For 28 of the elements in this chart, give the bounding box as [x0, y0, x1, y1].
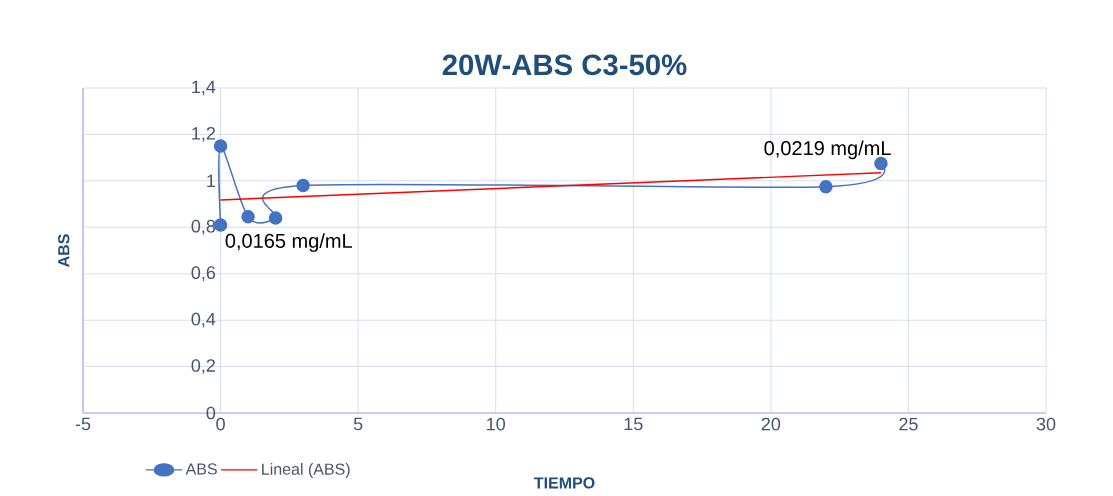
y-axis-title: ABS [58, 234, 70, 267]
x-tick-label: 30 [1036, 417, 1056, 431]
x-tick-label: -5 [75, 417, 91, 431]
point [819, 179, 833, 194]
point [213, 139, 228, 153]
chart-title: 20W-ABS C3-50% [442, 54, 687, 76]
x-tick-label: 15 [624, 417, 643, 431]
x-tick-label: 5 [353, 417, 363, 431]
x-tick-label: 10 [487, 417, 506, 431]
point [296, 178, 310, 193]
y-tick-label: 0,8 [191, 219, 216, 235]
y-tick-label: 0,2 [191, 359, 215, 374]
annotation: 0,0165 mg/mL [225, 233, 352, 252]
y-tick-label: 0,6 [191, 266, 216, 282]
x-tick-label: 0 [216, 417, 225, 431]
legend-label: ABS [185, 463, 217, 475]
x-tick-label: 20 [761, 417, 781, 431]
legend-label: Lineal (ABS) [262, 463, 350, 478]
x-tick-label: 25 [899, 417, 918, 431]
y-tick-label: 0 [206, 406, 216, 420]
y-tick-label: 1 [207, 174, 215, 188]
y-tick-label: 1,4 [192, 80, 216, 96]
y-tick-label: 0,4 [191, 312, 216, 328]
point [268, 211, 283, 225]
y-tick-label: 1,2 [192, 126, 215, 142]
point [241, 210, 255, 224]
annotation: 0,0219 mg/mL [764, 140, 891, 160]
x-axis-title: TIEMPO [534, 477, 595, 489]
